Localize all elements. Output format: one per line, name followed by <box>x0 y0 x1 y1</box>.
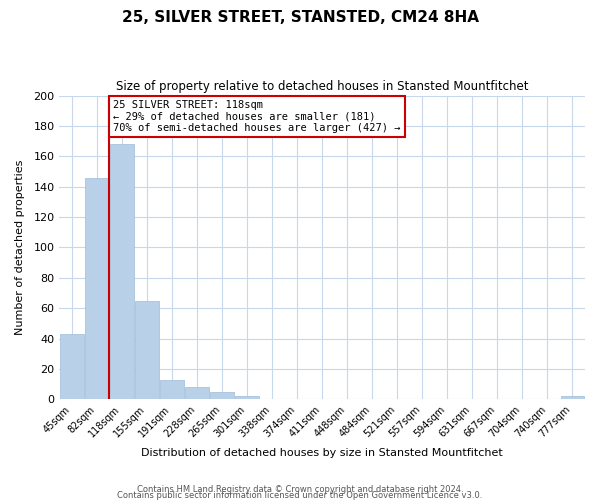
Bar <box>235 396 259 400</box>
Bar <box>185 387 209 400</box>
Bar <box>85 178 109 400</box>
Text: Contains public sector information licensed under the Open Government Licence v3: Contains public sector information licen… <box>118 490 482 500</box>
X-axis label: Distribution of detached houses by size in Stansted Mountfitchet: Distribution of detached houses by size … <box>141 448 503 458</box>
Text: 25, SILVER STREET, STANSTED, CM24 8HA: 25, SILVER STREET, STANSTED, CM24 8HA <box>121 10 479 25</box>
Bar <box>60 334 84 400</box>
Y-axis label: Number of detached properties: Number of detached properties <box>15 160 25 335</box>
Text: Contains HM Land Registry data © Crown copyright and database right 2024.: Contains HM Land Registry data © Crown c… <box>137 484 463 494</box>
Text: 25 SILVER STREET: 118sqm
← 29% of detached houses are smaller (181)
70% of semi-: 25 SILVER STREET: 118sqm ← 29% of detach… <box>113 100 401 134</box>
Bar <box>560 396 584 400</box>
Bar <box>110 144 134 400</box>
Bar <box>135 300 159 400</box>
Title: Size of property relative to detached houses in Stansted Mountfitchet: Size of property relative to detached ho… <box>116 80 529 93</box>
Bar <box>160 380 184 400</box>
Bar <box>210 392 234 400</box>
